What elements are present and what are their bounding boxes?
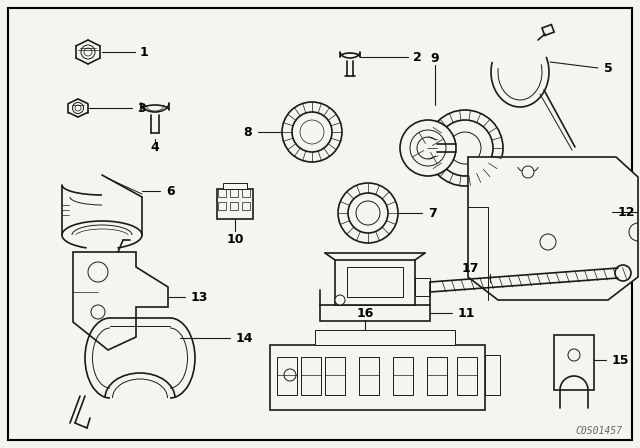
Bar xyxy=(457,357,477,395)
Text: 5: 5 xyxy=(604,61,612,74)
Circle shape xyxy=(338,183,398,243)
Text: 1: 1 xyxy=(140,46,148,59)
Bar xyxy=(359,357,379,395)
Text: 2: 2 xyxy=(413,51,422,64)
Circle shape xyxy=(449,132,481,164)
Bar xyxy=(230,202,238,210)
Text: 12: 12 xyxy=(618,206,636,219)
Circle shape xyxy=(81,45,95,59)
Bar xyxy=(218,202,226,210)
Text: 8: 8 xyxy=(243,125,252,138)
Bar xyxy=(485,355,500,395)
Circle shape xyxy=(335,295,345,305)
Polygon shape xyxy=(73,252,168,350)
Text: 16: 16 xyxy=(356,306,374,319)
Circle shape xyxy=(410,130,446,166)
Text: 13: 13 xyxy=(191,290,209,303)
Circle shape xyxy=(427,110,503,186)
Text: 10: 10 xyxy=(227,233,244,246)
Circle shape xyxy=(615,265,631,281)
Circle shape xyxy=(292,112,332,152)
Bar xyxy=(325,357,345,395)
Circle shape xyxy=(400,120,456,176)
Circle shape xyxy=(356,201,380,225)
Circle shape xyxy=(91,305,105,319)
Text: 7: 7 xyxy=(428,207,436,220)
Text: 15: 15 xyxy=(612,353,630,366)
Circle shape xyxy=(522,166,534,178)
Circle shape xyxy=(284,369,296,381)
Text: 14: 14 xyxy=(236,332,253,345)
Polygon shape xyxy=(468,157,638,300)
Text: 6: 6 xyxy=(166,185,175,198)
Circle shape xyxy=(568,349,580,361)
Bar xyxy=(242,189,250,197)
Bar xyxy=(277,357,297,395)
Circle shape xyxy=(72,103,83,113)
Bar xyxy=(301,357,321,395)
Text: 3: 3 xyxy=(137,102,146,115)
Text: 9: 9 xyxy=(431,52,439,65)
Bar xyxy=(270,345,485,410)
Bar xyxy=(335,260,415,305)
Bar xyxy=(230,189,238,197)
Circle shape xyxy=(75,105,81,111)
Bar xyxy=(315,330,455,345)
Bar xyxy=(415,278,430,296)
Circle shape xyxy=(282,102,342,162)
Text: 17: 17 xyxy=(461,262,479,275)
Bar xyxy=(393,357,413,395)
Circle shape xyxy=(348,193,388,233)
Bar xyxy=(542,25,554,35)
Bar xyxy=(223,183,247,189)
Bar xyxy=(427,357,447,395)
Bar xyxy=(554,335,594,390)
Bar xyxy=(320,305,430,321)
Text: 11: 11 xyxy=(458,306,476,319)
Bar xyxy=(242,202,250,210)
Bar xyxy=(218,189,226,197)
Circle shape xyxy=(437,120,493,176)
Bar xyxy=(217,189,253,219)
Bar xyxy=(347,267,403,297)
Circle shape xyxy=(84,48,92,56)
Circle shape xyxy=(300,120,324,144)
Text: C0S01457: C0S01457 xyxy=(575,426,622,436)
Circle shape xyxy=(540,234,556,250)
Text: 4: 4 xyxy=(150,141,159,154)
